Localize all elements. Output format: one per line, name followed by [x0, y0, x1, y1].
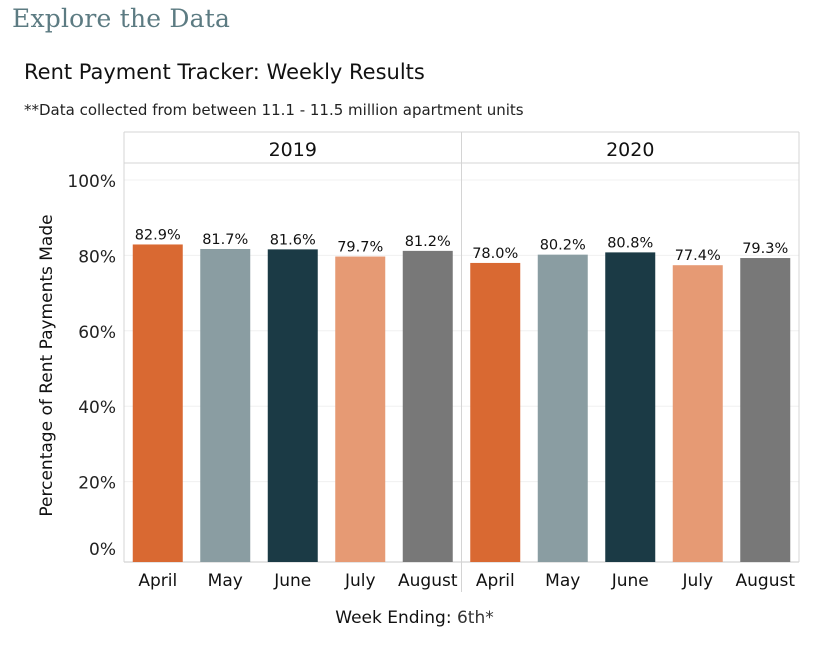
x-axis-prefix: Week Ending: [335, 608, 457, 628]
data-label: 81.2% [405, 234, 451, 250]
bar-2019-july [335, 256, 386, 562]
bar-2020-august [740, 258, 791, 562]
x-axis-value: 6th* [456, 608, 494, 628]
chart-note: **Data collected from between 11.1 - 11.… [24, 101, 524, 119]
data-label: 78.0% [472, 246, 518, 262]
bar-2020-may [537, 254, 588, 562]
y-tick-label: 0% [89, 540, 116, 560]
data-label: 81.6% [270, 232, 316, 248]
x-tick-label: May [208, 571, 243, 591]
x-tick-label: July [681, 571, 713, 591]
bar-2019-august [402, 250, 453, 562]
panel-header-2020: 2020 [606, 139, 654, 161]
x-tick-label: August [736, 571, 796, 591]
data-label: 81.7% [202, 232, 248, 248]
bar-2019-june [267, 249, 318, 563]
data-label: 80.2% [540, 238, 586, 254]
bar-2019-april [132, 244, 183, 563]
x-tick-label: June [611, 571, 649, 591]
x-tick-label: May [545, 571, 580, 591]
data-label: 80.8% [607, 235, 653, 251]
bar-2020-june [605, 252, 656, 562]
x-tick-label: June [273, 571, 311, 591]
x-tick-label: April [476, 571, 515, 591]
y-tick-label: 80% [78, 247, 116, 267]
y-tick-label: 20% [78, 474, 116, 494]
x-tick-label: July [344, 571, 376, 591]
x-axis-title: Week Ending: 6th* [0, 608, 829, 628]
bar-chart: 0% 20% 40% 60% 80% 100% Percentage of Rent Pay… [37, 131, 800, 592]
data-label: 79.7% [337, 240, 383, 256]
data-label: 77.4% [675, 248, 721, 264]
x-tick-label: August [398, 571, 458, 591]
bar-2019-may [200, 248, 251, 562]
data-label: 79.3% [742, 241, 788, 257]
y-tick-label: 60% [78, 323, 116, 343]
panel-header-2019: 2019 [269, 139, 317, 161]
x-tick-label: April [138, 571, 177, 591]
bar-2020-april [470, 262, 521, 562]
y-tick-label: 100% [67, 172, 116, 192]
y-tick-label: 40% [78, 398, 116, 418]
section-title: Explore the Data [12, 4, 231, 33]
y-axis-title: Percentage of Rent Payments Made [37, 214, 57, 516]
bar-2020-july [672, 265, 723, 562]
data-label: 82.9% [135, 227, 181, 243]
chart-title: Rent Payment Tracker: Weekly Results [24, 60, 425, 84]
